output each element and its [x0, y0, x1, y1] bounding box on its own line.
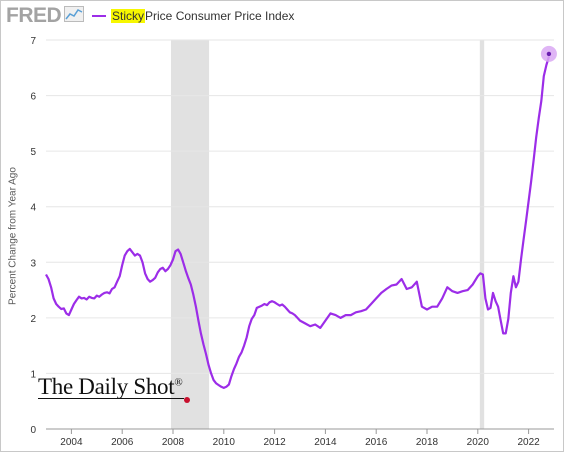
x-tick-label: 2014: [314, 437, 337, 448]
x-tick-label: 2010: [213, 437, 236, 448]
watermark-mark: ®: [174, 376, 183, 389]
recession-band: [479, 40, 485, 429]
x-tick-label: 2006: [111, 437, 134, 448]
legend-swatch: [92, 15, 106, 17]
y-tick-label: 5: [30, 147, 36, 158]
header: FRED: [6, 4, 85, 28]
y-tick-label: 7: [30, 36, 36, 47]
recession-band: [170, 40, 210, 429]
daily-shot-watermark: The Daily Shot®: [38, 374, 183, 400]
x-tick-label: 2022: [517, 437, 540, 448]
y-tick-label: 2: [30, 314, 36, 325]
y-tick-label: 6: [30, 92, 36, 103]
fred-logo[interactable]: FRED: [6, 4, 62, 27]
watermark-dot: [184, 397, 190, 403]
watermark-underline: [38, 398, 184, 399]
watermark-text: The Daily Shot: [38, 374, 175, 399]
x-tick-label: 2016: [365, 437, 388, 448]
series-line: [45, 56, 550, 389]
x-tick-label: 2012: [263, 437, 286, 448]
y-tick-label: 4: [30, 203, 36, 214]
x-tick-label: 2008: [162, 437, 185, 448]
legend-label: Price Consumer Price Index: [145, 9, 295, 23]
y-tick-label: 0: [30, 425, 36, 436]
x-tick-label: 2004: [60, 437, 83, 448]
x-tick-label: 2020: [467, 437, 490, 448]
y-tick-label: 1: [30, 369, 36, 380]
x-tick-label: 2018: [416, 437, 439, 448]
highlight-point: [546, 51, 552, 57]
y-tick-label: 3: [30, 258, 36, 269]
legend: Sticky Price Consumer Price Index: [92, 6, 294, 26]
line-chart-icon: [64, 5, 85, 27]
legend-highlight: Sticky: [111, 9, 146, 23]
